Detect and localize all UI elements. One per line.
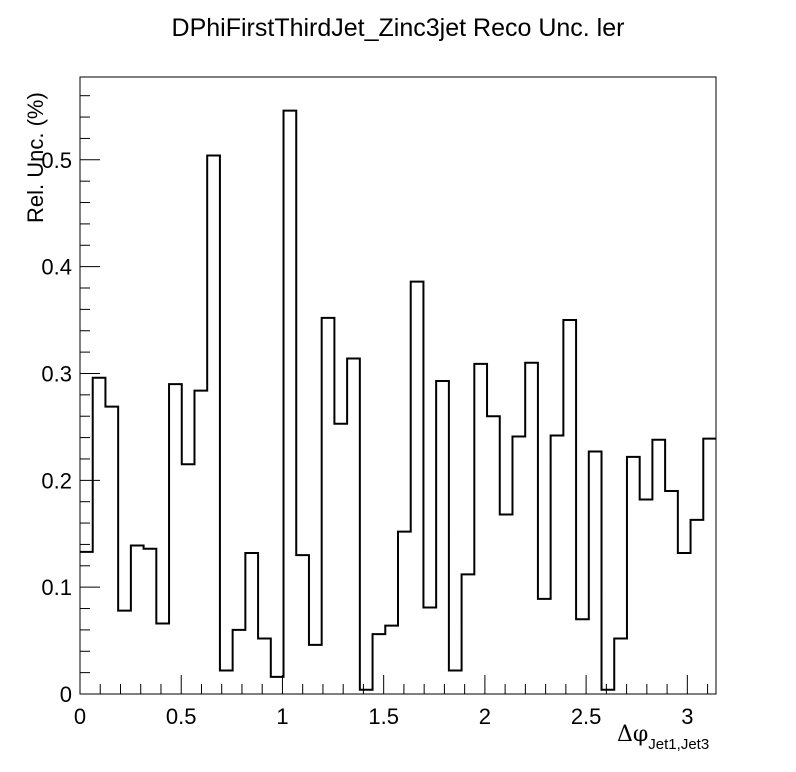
y-tick-label: 0.4 — [41, 255, 72, 280]
x-tick-label: 1.5 — [368, 704, 399, 729]
x-tick-label: 2.5 — [571, 704, 602, 729]
x-tick-label: 3 — [681, 704, 693, 729]
histogram-series-line — [80, 109, 716, 691]
x-axis-label-sub: Jet1,Jet3 — [648, 736, 709, 753]
plot-frame — [79, 76, 717, 695]
y-tick-label: 0.2 — [41, 468, 72, 493]
x-axis-label: ΔφJet1,Jet3 — [617, 722, 709, 753]
x-axis: 0 0.5 1 1.5 2 2.5 3 — [74, 675, 709, 729]
y-axis-label: Rel. Unc. (%) — [23, 92, 48, 223]
x-tick-label: 0.5 — [166, 704, 197, 729]
y-tick-label: 0.3 — [41, 361, 72, 386]
y-tick-label: 0 — [60, 682, 72, 707]
y-tick-label: 0.5 — [41, 148, 72, 173]
x-tick-label: 2 — [479, 704, 491, 729]
x-axis-label-main: Δφ — [617, 722, 648, 747]
x-tick-label: 0 — [74, 704, 86, 729]
x-tick-label: 1 — [276, 704, 288, 729]
chart-title: DPhiFirstThirdJet_Zinc3jet Reco Unc. ler — [172, 14, 625, 42]
y-axis: 0 0.1 0.2 0.3 0.4 0.5 — [41, 95, 100, 707]
y-tick-label: 0.1 — [41, 575, 72, 600]
